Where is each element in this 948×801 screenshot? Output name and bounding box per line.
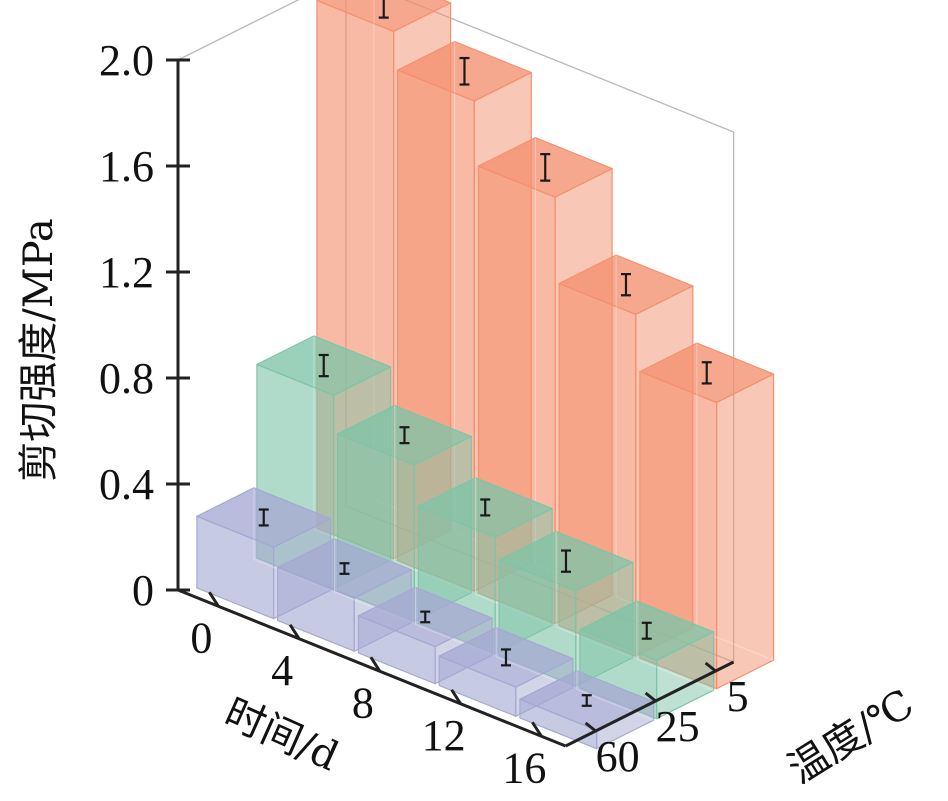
y-tick-label: 2.0 xyxy=(99,36,154,85)
z-tick xyxy=(584,721,597,733)
error-bar xyxy=(641,621,652,640)
error-bar xyxy=(540,153,551,182)
error-bar xyxy=(480,498,491,517)
x-tick-label: 12 xyxy=(422,711,466,760)
x-tick xyxy=(369,656,382,673)
error-bar xyxy=(620,272,631,297)
z-tick-label: 5 xyxy=(727,672,749,721)
x-tick-label: 4 xyxy=(271,646,293,695)
error-bar xyxy=(560,549,571,573)
y-tick-label: 1.6 xyxy=(99,142,154,191)
error-bar xyxy=(459,56,470,86)
z-axis-line xyxy=(564,660,735,748)
error-bar xyxy=(399,426,410,445)
error-bar xyxy=(339,562,350,575)
error-bar xyxy=(500,648,511,667)
x-tick xyxy=(531,721,543,738)
y-tick-label: 1.2 xyxy=(99,248,154,297)
bar-side-face xyxy=(715,373,775,690)
x-tick-label: 8 xyxy=(352,678,374,727)
error-bar xyxy=(581,694,592,707)
z-axis-title: 温度/℃ xyxy=(780,681,922,793)
x-tick xyxy=(450,688,462,705)
error-bar xyxy=(701,361,712,385)
y-tick-label: 0.4 xyxy=(99,460,154,509)
bar-hidden-edge xyxy=(636,658,714,691)
error-bar xyxy=(420,610,431,624)
y-tick-label: 0.8 xyxy=(99,354,154,403)
error-bar xyxy=(258,508,269,527)
y-tick-label: 0 xyxy=(132,566,154,615)
left-top-edge xyxy=(177,0,300,61)
x-tick-label: 16 xyxy=(502,743,546,792)
axes-layer: 0 0.4 0.8 1.2 1.6 2.0 0 4 8 12 16 5 25 60 xyxy=(99,36,749,792)
z-tick xyxy=(704,661,717,673)
z-tick-label: 25 xyxy=(656,702,700,751)
error-bar xyxy=(378,0,389,19)
bars-layer xyxy=(196,0,775,750)
x-axis-title: 时间/d xyxy=(218,690,346,780)
x-tick xyxy=(208,591,220,608)
x-tick xyxy=(288,623,301,640)
x-tick-label: 0 xyxy=(190,613,212,662)
y-axis-title: 剪切强度/MPa xyxy=(16,218,62,481)
x-axis-line xyxy=(177,588,567,748)
error-bar xyxy=(318,353,329,378)
z-tick-label: 60 xyxy=(596,732,640,781)
z-tick xyxy=(644,691,657,703)
